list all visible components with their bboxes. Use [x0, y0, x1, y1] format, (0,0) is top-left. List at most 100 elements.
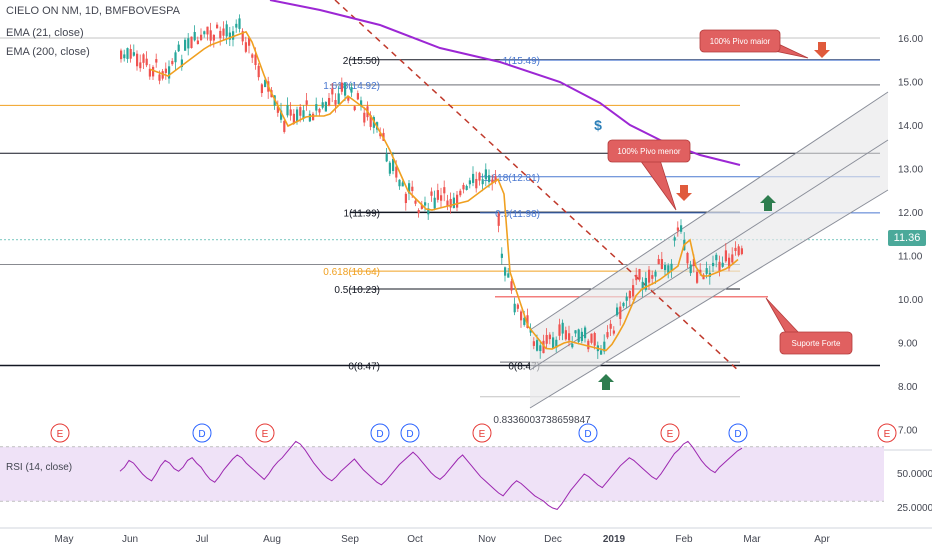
event-marker — [192, 423, 212, 443]
pivo-maior-arrow — [814, 42, 830, 58]
candle-body — [500, 253, 503, 258]
price-axis-label: 9.00 — [898, 339, 918, 350]
candle-body — [219, 30, 222, 39]
candle-body — [190, 36, 193, 48]
price-axis-label: 14.00 — [898, 121, 923, 132]
time-axis-label: Jun — [122, 534, 138, 545]
candle-body — [318, 108, 321, 113]
candle-body — [532, 341, 535, 346]
candle-body — [497, 213, 500, 226]
candle-body — [244, 42, 247, 52]
time-axis-label: Feb — [675, 534, 693, 545]
candle-body — [321, 102, 324, 108]
candle-body — [398, 179, 401, 187]
candle-body — [481, 179, 484, 185]
candle-body — [446, 200, 449, 206]
candle-body — [491, 179, 494, 183]
candle-body — [200, 34, 203, 41]
candle-body — [472, 173, 475, 183]
candle-body — [248, 37, 251, 46]
candle-body — [408, 183, 411, 194]
candle-body — [216, 24, 219, 29]
candle-body — [465, 185, 468, 190]
candle-body — [728, 257, 731, 269]
candle-body — [462, 184, 465, 190]
symbol-title: CIELO ON NM, 1D, BMFBOVESPA — [6, 5, 180, 17]
candle-body — [600, 350, 603, 355]
event-marker — [472, 423, 492, 443]
fib-label-right: 0.5(11.98) — [495, 209, 540, 220]
candle-body — [209, 30, 212, 41]
time-axis-label: 2019 — [603, 534, 626, 545]
pivo-menor-arrow — [676, 185, 692, 201]
candle-body — [564, 330, 567, 340]
candle-body — [302, 110, 305, 119]
candle-body — [548, 334, 551, 340]
ema21-line — [149, 30, 739, 352]
event-marker-label: E — [884, 429, 891, 440]
rsi-legend: RSI (14, close) — [6, 462, 72, 473]
candle-body — [142, 54, 145, 63]
candle-body — [488, 175, 491, 183]
event-marker — [877, 423, 897, 443]
last-price-tag: 11.36 — [888, 230, 926, 246]
candle-body — [283, 120, 286, 132]
candle-body — [340, 82, 343, 92]
candle-body — [334, 100, 337, 105]
candle-body — [203, 31, 206, 35]
price-axis-label: 15.00 — [898, 78, 923, 89]
event-marker-label: E — [667, 429, 674, 440]
candle-body — [139, 62, 142, 69]
candle-body — [718, 261, 721, 272]
ema200-legend: EMA (200, close) — [6, 46, 90, 58]
candle-body — [587, 340, 590, 350]
candle-body — [660, 259, 663, 270]
candle-body — [356, 93, 359, 100]
event-marker — [50, 423, 70, 443]
candle-body — [456, 194, 459, 208]
candle-body — [148, 68, 151, 77]
rsi-axis-label: 50.0000 — [897, 469, 932, 480]
candle-body — [721, 262, 724, 267]
downtrend-line — [334, 0, 741, 373]
fib-label-right: 1(15.49) — [503, 56, 540, 67]
candle-body — [612, 330, 615, 334]
candle-body — [724, 250, 727, 262]
candle-body — [129, 48, 132, 59]
candle-body — [235, 23, 238, 28]
candle-body — [523, 317, 526, 325]
candle-body — [196, 40, 199, 45]
candle-body — [459, 190, 462, 196]
candle-body — [737, 246, 740, 256]
candle-body — [238, 18, 241, 29]
fib-label-right: 1.618(12.81) — [483, 173, 540, 184]
candle-body — [136, 53, 139, 67]
up-arrow-bottom — [598, 374, 614, 390]
up-arrow-right — [760, 195, 776, 211]
candle-body — [388, 162, 391, 174]
price-axis-label: 8.00 — [898, 382, 918, 393]
candle-body — [260, 84, 263, 94]
fib-label-left: 0.618(10.64) — [323, 267, 380, 278]
candle-body — [414, 200, 417, 204]
candle-body — [164, 68, 167, 73]
event-marker-label: D — [406, 429, 413, 440]
candle-body — [222, 28, 225, 36]
candle-body — [331, 88, 334, 95]
time-axis-label: May — [55, 534, 74, 545]
price-axis-label: 10.00 — [898, 295, 923, 306]
rsi-line — [119, 440, 743, 510]
callout-pivo-menor — [607, 139, 691, 163]
candle-body — [558, 324, 561, 336]
candle-body — [568, 333, 571, 341]
candle-body — [427, 208, 430, 215]
candle-body — [443, 187, 446, 194]
candle-body — [699, 269, 702, 274]
event-marker-label: D — [376, 429, 383, 440]
fib-label-left: 0.5(10.23) — [334, 285, 380, 296]
candle-body — [232, 31, 235, 40]
candle-body — [206, 26, 209, 35]
candle-body — [411, 186, 414, 192]
